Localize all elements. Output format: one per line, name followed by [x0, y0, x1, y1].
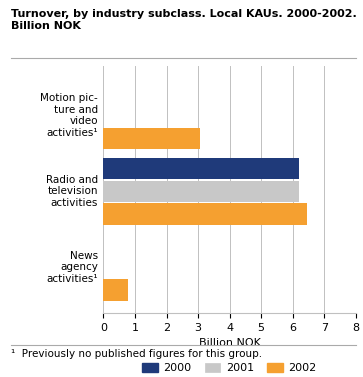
Legend: 2000, 2001, 2002: 2000, 2001, 2002	[138, 359, 321, 377]
Text: ¹  Previously no published figures for this group.: ¹ Previously no published figures for th…	[11, 349, 262, 359]
Bar	[103, 181, 299, 202]
Bar	[103, 204, 307, 225]
X-axis label: Billion NOK: Billion NOK	[199, 338, 261, 348]
Text: Turnover, by industry subclass. Local KAUs. 2000-2002.
Billion NOK: Turnover, by industry subclass. Local KA…	[11, 9, 356, 31]
Bar	[103, 127, 200, 149]
Bar	[103, 279, 128, 301]
Bar	[103, 158, 299, 179]
